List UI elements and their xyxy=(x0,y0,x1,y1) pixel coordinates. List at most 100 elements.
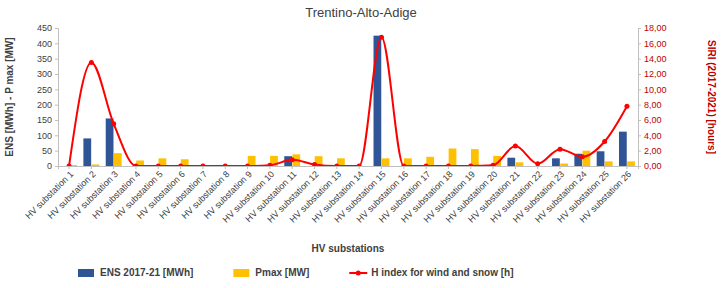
tick-mark xyxy=(55,135,58,136)
tick-mark xyxy=(638,28,641,29)
marker xyxy=(468,164,473,167)
marker xyxy=(379,35,384,40)
tick: 200 xyxy=(37,100,58,110)
marker xyxy=(334,164,339,167)
tick-mark xyxy=(582,166,583,169)
tick-label: 12,00 xyxy=(644,69,667,79)
tick: 6,00 xyxy=(638,115,662,125)
marker xyxy=(535,161,540,166)
tick-label: 100 xyxy=(37,131,52,141)
tick: 0 xyxy=(47,161,58,171)
tick: 12,00 xyxy=(638,69,667,79)
tick-mark xyxy=(336,166,337,169)
tick-mark xyxy=(158,166,159,169)
legend-marker xyxy=(356,271,361,276)
marker xyxy=(89,60,94,65)
y2-axis-title: SIRI (2017-2021) [hours] xyxy=(706,40,717,154)
tick-label: 150 xyxy=(37,115,52,125)
tick: 100 xyxy=(37,131,58,141)
tick-mark xyxy=(292,166,293,169)
bar xyxy=(449,149,457,166)
bar xyxy=(374,36,382,166)
tick-mark xyxy=(55,166,58,167)
tick-label: 300 xyxy=(37,69,52,79)
tick-mark xyxy=(314,166,315,169)
tick-mark xyxy=(55,105,58,106)
bar xyxy=(83,138,91,166)
tick-mark xyxy=(626,166,627,169)
legend-label: Pmax [MW] xyxy=(255,267,309,278)
tick-mark xyxy=(247,166,248,169)
tick-mark xyxy=(359,166,360,169)
tick-mark xyxy=(69,166,70,169)
tick-label: 10,00 xyxy=(644,85,667,95)
bar xyxy=(552,158,560,166)
marker xyxy=(312,162,317,166)
tick-label: 14,00 xyxy=(644,54,667,64)
marker xyxy=(491,163,496,166)
bar xyxy=(114,153,122,166)
tick-label: 350 xyxy=(37,54,52,64)
tick-mark xyxy=(537,166,538,169)
y-axis-title: ENS [MWh] - P max [MW] xyxy=(4,37,15,156)
marker xyxy=(424,164,429,167)
marker xyxy=(111,121,116,126)
legend-item: Pmax [MW] xyxy=(233,267,309,278)
marker xyxy=(223,164,228,167)
marker xyxy=(290,157,295,162)
tick: 2,00 xyxy=(638,146,662,156)
legend-swatch xyxy=(78,269,94,277)
tick-label: 250 xyxy=(37,85,52,95)
tick-label: 200 xyxy=(37,100,52,110)
tick-mark xyxy=(638,151,641,152)
marker xyxy=(133,164,138,167)
y-axis: 050100150200250300350400450 xyxy=(37,23,59,171)
tick-mark xyxy=(55,89,58,90)
marker xyxy=(446,164,451,167)
tick: 150 xyxy=(37,115,58,125)
marker xyxy=(178,164,183,167)
marker xyxy=(267,163,272,166)
axis-line xyxy=(59,167,639,170)
marker xyxy=(357,164,362,167)
tick: 400 xyxy=(37,39,58,49)
tick-mark xyxy=(426,166,427,169)
tick-mark xyxy=(403,166,404,169)
marker xyxy=(200,164,205,167)
tick-mark xyxy=(381,166,382,169)
marker xyxy=(580,154,585,159)
tick: 350 xyxy=(37,54,58,64)
bar xyxy=(382,158,390,166)
tick-mark xyxy=(180,166,181,169)
tick-label: HV substation 26 xyxy=(578,169,634,225)
tick-mark xyxy=(55,28,58,29)
tick-mark xyxy=(604,166,605,169)
legend-swatch xyxy=(233,269,249,277)
bar xyxy=(597,151,605,166)
marker xyxy=(558,147,563,152)
tick-mark xyxy=(560,166,561,169)
tick-label: 450 xyxy=(37,23,52,33)
tick-mark xyxy=(202,166,203,169)
legend-label: ENS 2017-21 [MWh] xyxy=(100,267,193,278)
marker xyxy=(156,164,161,167)
bar xyxy=(507,158,515,166)
tick: HV substation 26 xyxy=(578,166,634,225)
tick-mark xyxy=(638,59,641,60)
bar xyxy=(516,162,524,166)
tick-mark xyxy=(448,166,449,169)
bar xyxy=(92,164,100,166)
tick-mark xyxy=(638,120,641,121)
tick: 14,00 xyxy=(638,54,667,64)
tick: 450 xyxy=(37,23,58,33)
x-axis: HV substation 1HV substation 2HV substat… xyxy=(23,166,638,225)
marker xyxy=(513,144,518,149)
tick-label: 6,00 xyxy=(644,115,662,125)
tick-label: 4,00 xyxy=(644,131,662,141)
tick-label: 0,00 xyxy=(644,161,662,171)
tick-mark xyxy=(515,166,516,169)
tick-mark xyxy=(55,120,58,121)
bar xyxy=(605,161,613,166)
bar xyxy=(560,164,568,166)
tick: 300 xyxy=(37,69,58,79)
